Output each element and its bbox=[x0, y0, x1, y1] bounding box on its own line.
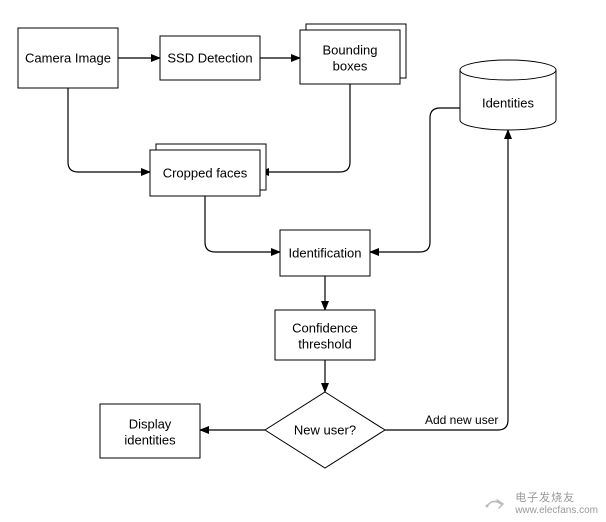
watermark-icon bbox=[483, 490, 509, 516]
svg-text:boxes: boxes bbox=[333, 58, 368, 73]
edge-camera-cropped bbox=[68, 88, 150, 172]
edge-identities-ident bbox=[370, 108, 460, 252]
edge-cropped-ident bbox=[205, 196, 280, 252]
svg-text:Bounding: Bounding bbox=[323, 42, 378, 57]
svg-text:threshold: threshold bbox=[298, 336, 351, 351]
svg-text:Display: Display bbox=[129, 416, 172, 431]
flowchart-canvas: Add new user Camera Image SSD Detection Bo… bbox=[0, 0, 606, 522]
edge-newuser-identities: Add new user bbox=[385, 130, 508, 430]
node-camera: Camera Image bbox=[18, 28, 118, 88]
node-cropped: Cropped faces bbox=[150, 144, 266, 196]
node-conf: Confidencethreshold bbox=[275, 310, 375, 360]
svg-text:Confidence: Confidence bbox=[292, 320, 358, 335]
node-identities: Identities bbox=[460, 60, 556, 130]
svg-text:Add new user: Add new user bbox=[425, 413, 498, 427]
node-ssd: SSD Detection bbox=[160, 36, 260, 80]
svg-text:New user?: New user? bbox=[294, 422, 356, 437]
svg-text:identities: identities bbox=[124, 432, 176, 447]
svg-text:Cropped faces: Cropped faces bbox=[163, 165, 248, 180]
node-display: Displayidentities bbox=[100, 404, 200, 458]
svg-text:Identities: Identities bbox=[482, 95, 535, 110]
edge-bbox-cropped bbox=[260, 84, 350, 172]
node-ident: Identification bbox=[280, 230, 370, 276]
node-newuser: New user? bbox=[265, 392, 385, 468]
watermark: 电子发烧友 www.elecfans.com bbox=[483, 489, 598, 516]
svg-text:SSD Detection: SSD Detection bbox=[167, 50, 252, 65]
watermark-url: www.elecfans.com bbox=[515, 505, 598, 516]
node-bbox: Boundingboxes bbox=[300, 24, 406, 84]
watermark-brand: 电子发烧友 bbox=[515, 489, 598, 505]
svg-text:Identification: Identification bbox=[289, 245, 362, 260]
svg-text:Camera Image: Camera Image bbox=[25, 50, 111, 65]
